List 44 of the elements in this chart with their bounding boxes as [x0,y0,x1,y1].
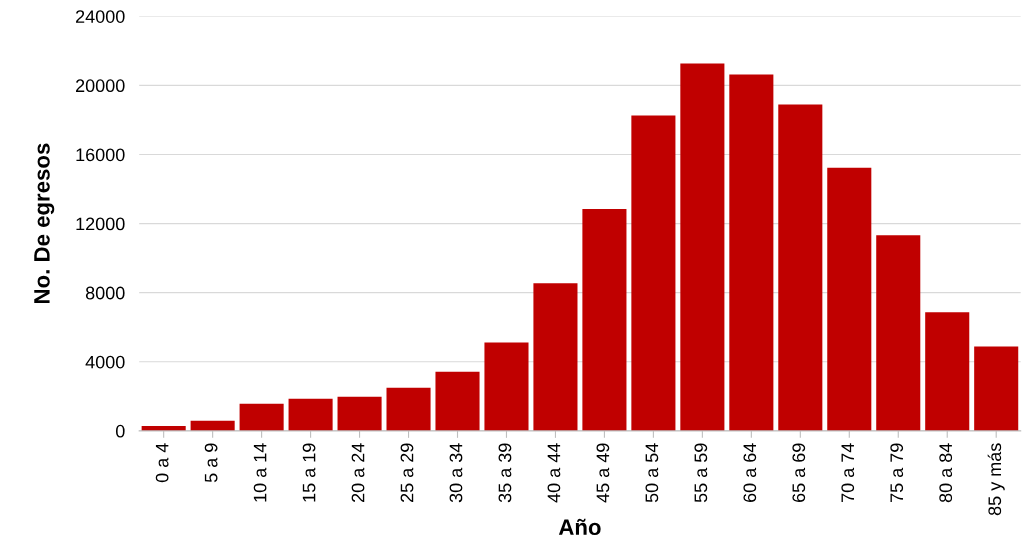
x-tick-label: 70 a 74 [841,443,855,503]
bar [778,104,823,431]
bar [337,396,382,431]
x-tick-label: 40 a 44 [547,443,561,503]
bar [827,167,872,431]
y-tick-label: 12000 [76,217,125,231]
x-tick-label: 20 a 24 [351,443,365,503]
bar [582,209,627,431]
x-tick-label: 45 a 49 [596,443,610,503]
x-tick-label: 10 a 14 [253,443,267,502]
x-tick-label: 35 a 39 [498,443,512,503]
x-tick-label: 50 a 54 [645,443,659,503]
y-axis-title: No. De egresos [34,143,55,303]
bar [631,115,676,431]
x-tick-label: 15 a 19 [302,443,316,502]
bar [239,403,284,431]
x-tick-label: 25 a 29 [400,443,414,503]
bar [729,74,774,431]
x-tick-label: 55 a 59 [694,443,708,503]
bar [533,283,578,431]
x-tick-label: 0 a 4 [155,443,169,483]
x-tick-label: 65 a 69 [792,443,806,503]
bar [876,235,921,431]
y-tick-label: 4000 [85,355,125,369]
bar [484,342,529,431]
bar [288,398,333,431]
y-tick-label: 16000 [76,148,125,162]
y-tick-label: 20000 [76,79,125,93]
y-tick-label: 0 [115,424,125,438]
y-tick-label: 8000 [85,286,125,300]
y-tick-label: 24000 [76,10,125,23]
bar [435,371,480,431]
x-tick-label: 60 a 64 [743,443,757,503]
bar [925,312,970,431]
bar [680,63,725,431]
x-axis-title: Año [558,518,601,536]
bar [386,387,431,431]
x-tick-label: 30 a 34 [449,443,463,503]
x-tick-label: 80 a 84 [939,443,953,503]
x-tick-label: 5 a 9 [204,443,218,483]
x-tick-label: 85 y más [987,443,1005,516]
x-tick-label: 75 a 79 [890,443,904,503]
bar [190,420,235,431]
bar [974,346,1019,431]
